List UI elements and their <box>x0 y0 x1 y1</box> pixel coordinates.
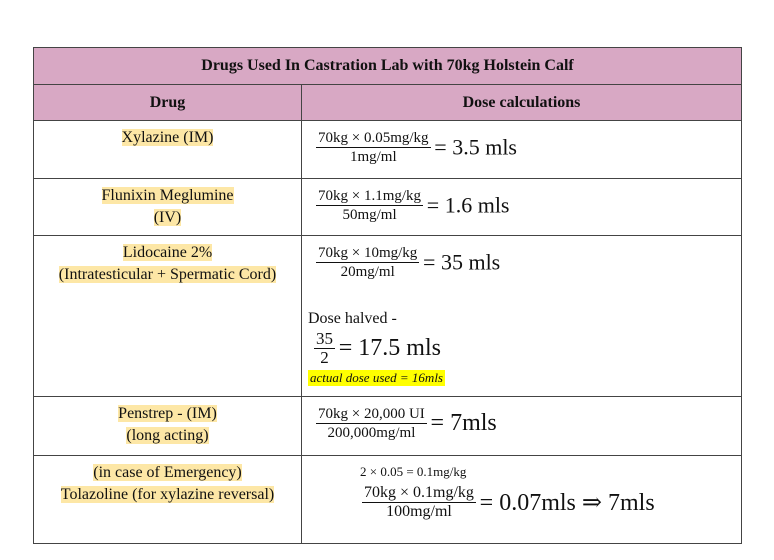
halved-equation: 35 2 = 17.5 mls <box>314 330 441 367</box>
dose-equation: 70kg × 1.1mg/kg 50mg/ml = 1.6 mls <box>316 187 510 224</box>
drug-duration: (long acting) <box>126 427 209 444</box>
fraction-numerator: 35 <box>314 329 335 349</box>
drug-name: Xylazine (IM) <box>121 129 214 146</box>
dose-column-header: Dose calculations <box>300 84 743 121</box>
drug-name: Flunixin Meglumine <box>101 187 234 204</box>
fraction-denominator: 50mg/ml <box>342 207 397 223</box>
pre-calculation: 2 × 0.05 = 0.1mg/kg <box>360 464 467 479</box>
fraction-numerator: 70kg × 1.1mg/kg <box>316 188 424 206</box>
table-row: Lidocaine 2% (Intratesticular + Spermati… <box>33 235 743 397</box>
dose-result: = 0.07mls ⇒ 7mls <box>479 490 655 516</box>
dose-equation: 70kg × 20,000 UI 200,000mg/ml = 7mls <box>316 405 497 442</box>
drug-name: Lidocaine 2% <box>122 244 213 261</box>
fraction-denominator: 2 <box>320 348 329 367</box>
fraction-numerator: 70kg × 10mg/kg <box>316 245 420 263</box>
drug-dose-table: Drugs Used In Castration Lab with 70kg H… <box>32 47 743 544</box>
dose-equation: 70kg × 0.05mg/kg 1mg/ml = 3.5 mls <box>316 129 517 166</box>
dose-halved-note: Dose halved - <box>308 310 397 327</box>
dose-equation: 70kg × 10mg/kg 20mg/ml = 35 mls <box>316 244 500 281</box>
table-row: (in case of Emergency) Tolazoline (for x… <box>33 455 743 544</box>
fraction-numerator: 70kg × 20,000 UI <box>316 406 427 424</box>
dose-cell: 70kg × 20,000 UI 200,000mg/ml = 7mls <box>300 396 743 456</box>
fraction-denominator: 200,000mg/ml <box>327 425 416 441</box>
dose-result: = 1.6 mls <box>426 192 510 218</box>
dose-result: = 7mls <box>430 410 497 436</box>
dose-cell: 70kg × 1.1mg/kg 50mg/ml = 1.6 mls <box>300 178 743 236</box>
dose-result: = 35 mls <box>423 249 501 275</box>
halved-result: = 17.5 mls <box>338 335 441 361</box>
drug-column-header: Drug <box>33 84 302 121</box>
table-row: Xylazine (IM) 70kg × 0.05mg/kg 1mg/ml = 3… <box>33 120 743 179</box>
dose-equation: 70kg × 0.1mg/kg 100mg/ml = 0.07mls ⇒ 7mls <box>362 484 655 521</box>
drug-cell: (in case of Emergency) Tolazoline (for x… <box>33 455 302 544</box>
drug-route: (IV) <box>153 209 182 226</box>
fraction-numerator: 70kg × 0.05mg/kg <box>316 130 431 148</box>
table-row: Flunixin Meglumine (IV) 70kg × 1.1mg/kg 5… <box>33 178 743 236</box>
dose-result: = 3.5 mls <box>434 134 517 160</box>
drug-note: (in case of Emergency) <box>93 464 242 481</box>
drug-route: (Intratesticular + Spermatic Cord) <box>58 266 277 283</box>
table-row: Penstrep - (IM) (long acting) 70kg × 20,… <box>33 396 743 456</box>
drug-cell: Lidocaine 2% (Intratesticular + Spermati… <box>33 235 302 397</box>
dose-cell: 2 × 0.05 = 0.1mg/kg 70kg × 0.1mg/kg 100mg… <box>300 455 743 544</box>
drug-cell: Xylazine (IM) <box>33 120 302 179</box>
drug-cell: Flunixin Meglumine (IV) <box>33 178 302 236</box>
fraction-numerator: 70kg × 0.1mg/kg <box>362 484 476 503</box>
drug-cell: Penstrep - (IM) (long acting) <box>33 396 302 456</box>
dose-cell: 70kg × 10mg/kg 20mg/ml = 35 mls Dose halv… <box>300 235 743 397</box>
table-title: Drugs Used In Castration Lab with 70kg H… <box>32 47 743 85</box>
actual-dose-note: actual dose used = 16mls <box>308 370 445 386</box>
drug-name: Tolazoline (for xylazine reversal) <box>60 486 275 503</box>
fraction-denominator: 100mg/ml <box>386 503 452 520</box>
drug-name: Penstrep - (IM) <box>118 405 217 422</box>
fraction-denominator: 1mg/ml <box>349 149 397 165</box>
dose-cell: 70kg × 0.05mg/kg 1mg/ml = 3.5 mls <box>300 120 743 179</box>
fraction-denominator: 20mg/ml <box>340 264 395 280</box>
